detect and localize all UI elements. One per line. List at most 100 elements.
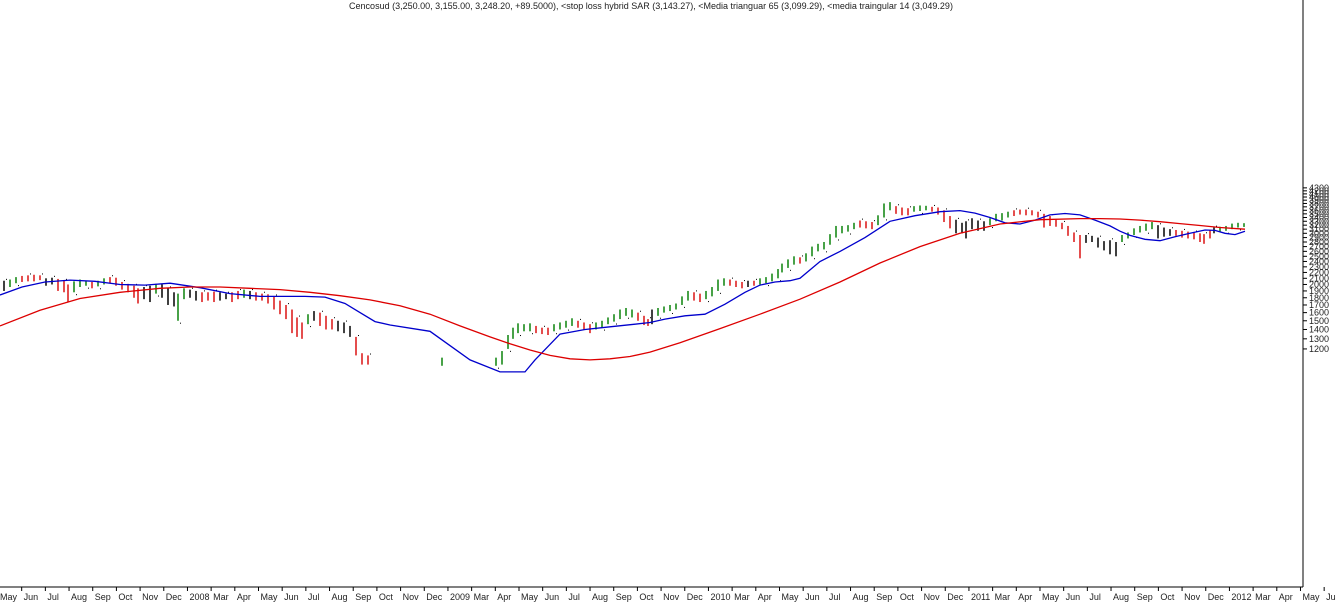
x-tick-label: Nov xyxy=(924,592,941,602)
sar-dot xyxy=(720,292,721,294)
y-tick-label: 3600 xyxy=(1309,205,1329,215)
x-tick-label: Sep xyxy=(616,592,632,602)
sar-dot xyxy=(54,275,55,277)
sar-dot xyxy=(732,277,733,279)
sar-dot xyxy=(520,335,521,337)
sar-dots xyxy=(6,204,1241,369)
y-tick-label: 2800 xyxy=(1309,237,1329,247)
x-tick-label: Jul xyxy=(308,592,320,602)
sar-dot xyxy=(1088,233,1089,235)
sar-dot xyxy=(934,204,935,206)
x-tick-label: Sep xyxy=(1137,592,1153,602)
x-tick-label: Jul xyxy=(568,592,580,602)
x-axis: May Jun Jul Aug Sep Oct Nov Dec 2008 Mar Apr May Jun… xyxy=(0,586,1336,602)
x-tick-label: Oct xyxy=(900,592,915,602)
x-tick-label: Jul xyxy=(1089,592,1101,602)
x-tick-label: Sep xyxy=(355,592,371,602)
sar-dot xyxy=(112,275,113,277)
x-tick-label: Aug xyxy=(592,592,608,602)
sar-dot xyxy=(744,280,745,282)
sar-dot xyxy=(568,329,569,331)
y-tick-label: 3500 xyxy=(1309,209,1329,219)
x-tick-label: Jun xyxy=(1066,592,1081,602)
sar-dot xyxy=(42,273,43,275)
y-tick-label: 2300 xyxy=(1309,262,1329,272)
sar-dot xyxy=(252,289,253,291)
x-tick-label: Dec xyxy=(426,592,443,602)
sar-dot xyxy=(100,288,101,290)
x-tick-label: May xyxy=(1042,592,1060,602)
sar-dot xyxy=(310,326,311,328)
y-tick-label: 1600 xyxy=(1309,308,1329,318)
sar-dot xyxy=(216,289,217,291)
x-tick-label: Mar xyxy=(734,592,750,602)
x-tick-label: Nov xyxy=(1184,592,1201,602)
x-tick-label: May xyxy=(521,592,539,602)
x-tick-label: Apr xyxy=(1279,592,1293,602)
x-tick-label: Oct xyxy=(379,592,394,602)
sar-dot xyxy=(910,206,911,208)
sar-dot xyxy=(6,278,7,280)
sar-dot xyxy=(124,280,125,282)
sar-dot xyxy=(299,315,300,317)
x-tick-label: Jun xyxy=(284,592,299,602)
y-tick-label: 1800 xyxy=(1309,293,1329,303)
y-tick-label: 3000 xyxy=(1309,228,1329,238)
sar-dot xyxy=(660,317,661,319)
sar-dot xyxy=(838,239,839,241)
y-tick-label: 3900 xyxy=(1309,195,1329,205)
sar-dot xyxy=(76,294,77,296)
y-tick-label: 4100 xyxy=(1309,189,1329,199)
sar-dot xyxy=(1184,228,1185,230)
sar-dot xyxy=(768,285,769,287)
x-tick-label: Aug xyxy=(853,592,869,602)
sar-dot xyxy=(1206,232,1207,234)
y-tick-label: 4300 xyxy=(1309,183,1329,193)
x-tick-label: Dec xyxy=(1208,592,1225,602)
sar-dot xyxy=(616,323,617,325)
sar-dot xyxy=(640,310,641,312)
sar-dot xyxy=(790,269,791,271)
x-tick-label: Mar xyxy=(213,592,229,602)
sar-dot xyxy=(228,291,229,293)
y-tick-label: 3700 xyxy=(1309,202,1329,212)
x-tick-label: May xyxy=(1302,592,1320,602)
x-tick-label: Apr xyxy=(758,592,772,602)
sar-dot xyxy=(370,353,371,355)
y-tick-label: 2700 xyxy=(1309,242,1329,252)
x-tick-label: Mar xyxy=(995,592,1011,602)
x-tick-label: Apr xyxy=(237,592,251,602)
x-tick-label: Apr xyxy=(1018,592,1032,602)
y-tick-label: 1200 xyxy=(1309,344,1329,354)
y-tick-label: 3400 xyxy=(1309,213,1329,223)
sar-dot xyxy=(1172,227,1173,229)
sar-dot xyxy=(826,251,827,253)
sar-dot xyxy=(180,322,181,324)
y-tick-label: 3100 xyxy=(1309,224,1329,234)
sar-dot xyxy=(322,310,323,312)
y-tick-label: 3200 xyxy=(1309,220,1329,230)
x-tick-label: Dec xyxy=(687,592,704,602)
sar-dot xyxy=(358,335,359,337)
sar-dot xyxy=(1112,238,1113,240)
x-tick-label: Oct xyxy=(118,592,133,602)
sar-dot xyxy=(862,218,863,220)
x-tick-label: Sep xyxy=(876,592,892,602)
series-line xyxy=(0,209,1246,373)
x-tick-label: Nov xyxy=(142,592,159,602)
y-tick-label: 2400 xyxy=(1309,256,1329,266)
x-tick-label: 2011 xyxy=(971,592,990,602)
sar-dot xyxy=(592,322,593,324)
y-tick-label: 2500 xyxy=(1309,251,1329,261)
y-tick-label: 1500 xyxy=(1309,316,1329,326)
x-tick-label: Jun xyxy=(24,592,39,602)
sar-dot xyxy=(1064,220,1065,222)
x-tick-label: May xyxy=(781,592,799,602)
sar-dot xyxy=(204,290,205,292)
sar-dot xyxy=(780,280,781,282)
sar-dot xyxy=(672,312,673,314)
sar-dot xyxy=(66,278,67,280)
sar-dot xyxy=(264,291,265,293)
sar-dot xyxy=(958,217,959,219)
